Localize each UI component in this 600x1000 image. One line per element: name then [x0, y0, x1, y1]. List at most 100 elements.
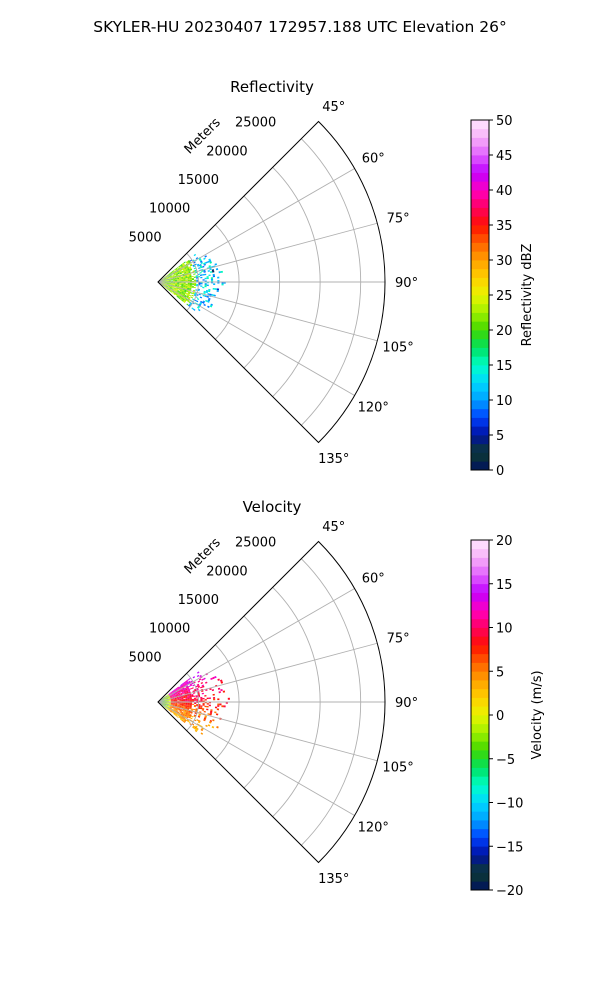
echo-cell: [184, 295, 187, 298]
echo-cell: [206, 276, 209, 278]
echo-cell: [170, 692, 173, 694]
echo-cell: [193, 276, 197, 278]
echo-cell: [178, 694, 181, 696]
colorbar-segment: [471, 645, 489, 655]
echo-cell: [168, 703, 171, 704]
echo-cell: [181, 686, 184, 688]
echo-cell: [201, 709, 205, 711]
echo-cell: [189, 259, 193, 262]
echo-cell: [207, 300, 210, 303]
echo-cell: [204, 715, 207, 718]
echo-cell: [189, 302, 193, 305]
echo-cell: [167, 696, 170, 698]
echo-cell: [195, 725, 198, 728]
echo-cell: [174, 698, 178, 700]
echo-cell: [165, 697, 169, 699]
echo-cell: [174, 278, 178, 280]
echo-cell: [162, 699, 165, 701]
echo-cell: [184, 268, 188, 270]
azimuth-tick-label: 120°: [358, 400, 389, 415]
echo-cell: [161, 697, 164, 700]
echo-cell: [181, 270, 184, 273]
echo-cell: [185, 697, 188, 699]
echo-cell: [178, 694, 181, 697]
echo-cell: [199, 265, 203, 268]
colorbar-segment: [471, 373, 489, 383]
echo-cell: [171, 707, 175, 709]
echo-cell: [189, 699, 193, 701]
colorbar-segment: [471, 592, 489, 602]
echo-cell: [192, 684, 195, 687]
echo-cell: [187, 292, 191, 294]
echo-cell: [195, 276, 199, 278]
echo-cell: [199, 707, 203, 710]
echo-cell: [194, 689, 197, 692]
echo-cell: [178, 269, 181, 272]
echo-cell: [187, 297, 191, 300]
echo-cell: [204, 283, 207, 285]
echo-cell: [189, 708, 192, 710]
echo-cell: [184, 299, 187, 302]
echo-cell: [168, 285, 171, 287]
echo-cell: [166, 702, 169, 704]
echo-cell: [164, 283, 167, 284]
echo-cell: [184, 266, 187, 269]
echo-cell: [174, 284, 178, 286]
echo-cell: [169, 275, 172, 277]
echo-cell: [194, 283, 197, 286]
echo-cell: [212, 719, 215, 722]
echo-cell: [180, 684, 183, 687]
echo-cell: [171, 288, 174, 290]
velocity-title: Velocity: [243, 498, 302, 516]
echo-cell: [174, 707, 177, 709]
echo-cell: [181, 689, 184, 692]
echo-cell: [166, 707, 169, 710]
colorbar-segment: [471, 723, 489, 733]
echo-cell: [197, 305, 201, 308]
echo-cell: [199, 302, 203, 305]
echo-cell: [178, 296, 181, 299]
echo-cell: [185, 287, 188, 289]
azimuth-tick-label: 90°: [395, 276, 418, 291]
echo-cell: [173, 273, 176, 275]
echo-cell: [166, 708, 169, 711]
echo-cell: [168, 289, 171, 291]
echo-cell: [181, 290, 185, 292]
echo-cell: [212, 275, 216, 278]
echo-cell: [177, 283, 180, 284]
echo-cell: [185, 705, 188, 707]
echo-cell: [186, 266, 189, 269]
echo-cell: [194, 712, 197, 715]
echo-cell: [188, 261, 191, 264]
echo-cell: [162, 283, 165, 285]
echo-cell: [175, 273, 178, 275]
echo-cell: [188, 291, 191, 294]
echo-cell: [172, 291, 175, 293]
echo-cell: [209, 712, 213, 715]
echo-cell: [191, 294, 194, 297]
colorbar-segment: [471, 251, 489, 261]
echo-cell: [198, 714, 201, 717]
range-tick-label: 15000: [178, 173, 219, 188]
echo-cell: [179, 279, 182, 281]
echo-cell: [182, 688, 185, 690]
echo-cell: [169, 707, 172, 709]
echo-cell: [176, 695, 179, 697]
echo-cell: [183, 292, 186, 295]
echo-cell: [185, 284, 188, 286]
echo-cell: [171, 690, 174, 693]
echo-cell: [190, 717, 193, 720]
echo-cell: [166, 274, 169, 276]
echo-cell: [185, 276, 188, 278]
echo-cell: [192, 292, 195, 295]
echo-cell: [217, 276, 220, 279]
echo-cell: [183, 690, 186, 693]
echo-cell: [189, 695, 192, 697]
colorbar-segment: [471, 697, 489, 707]
azimuth-gridline: [157, 588, 355, 703]
echo-cell: [164, 703, 167, 704]
echo-cell: [188, 303, 192, 307]
echo-cell: [165, 277, 169, 279]
echo-cell: [189, 702, 193, 704]
echo-cell: [179, 266, 182, 269]
